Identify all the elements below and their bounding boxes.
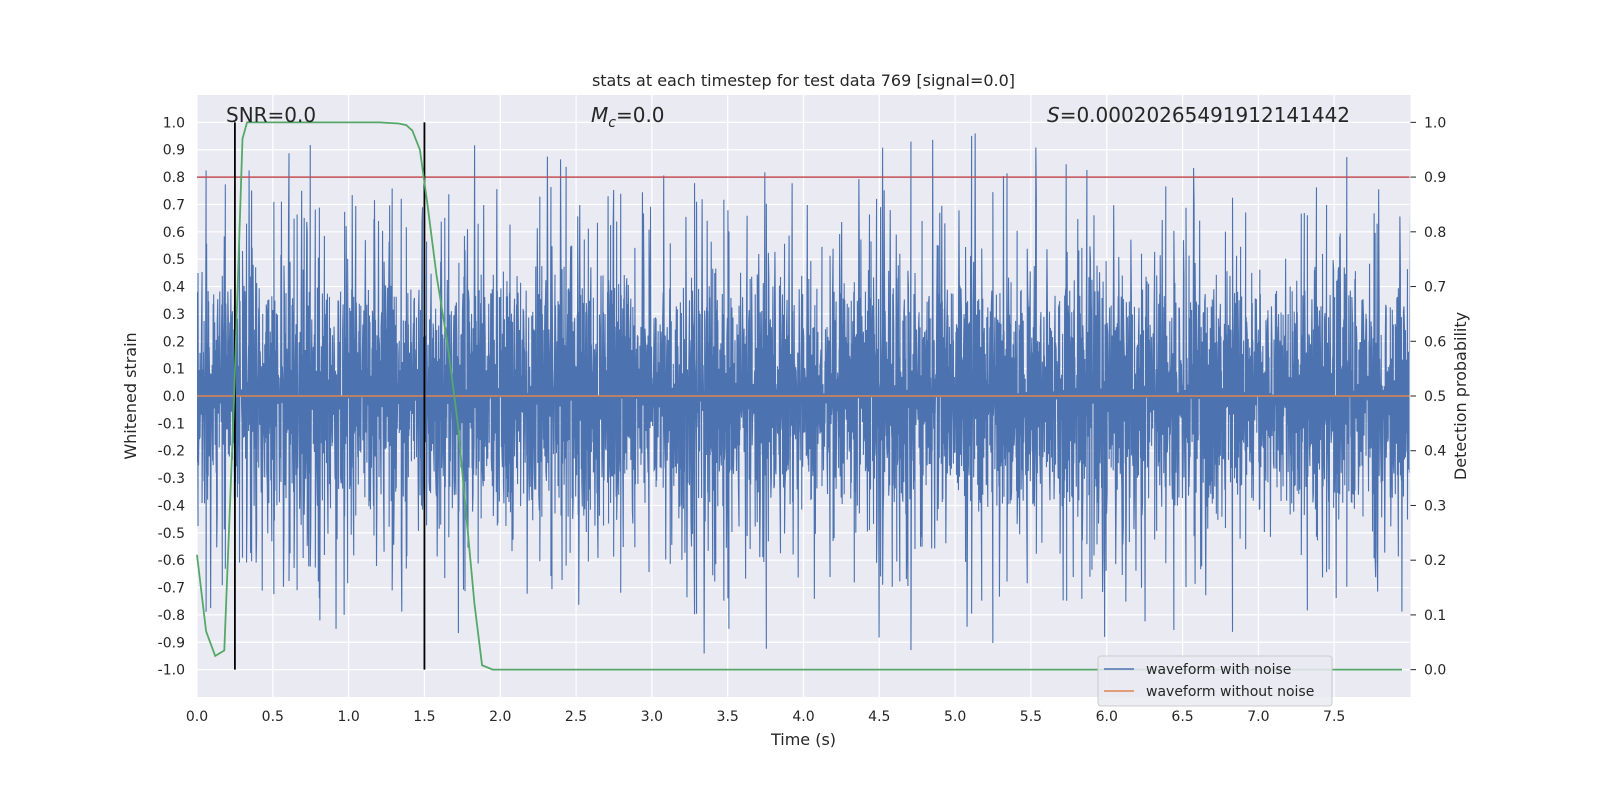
y-tick-label: -1.0 — [158, 663, 185, 679]
y-tick-label: 0.3 — [163, 307, 185, 323]
y-tick-label: 1.0 — [163, 115, 185, 131]
chirp-mass-symbol: M — [591, 103, 608, 127]
y-tick-label: -0.1 — [158, 416, 185, 432]
x-tick-label: 7.5 — [1323, 709, 1345, 725]
legend: waveform with noise waveform without noi… — [1097, 655, 1333, 707]
x-tick-label: 4.5 — [868, 709, 890, 725]
x-tick-label: 3.0 — [641, 709, 663, 725]
x-tick-label: 1.0 — [337, 709, 359, 725]
y-tick-label: -0.7 — [158, 581, 185, 597]
x-tick-label: 5.5 — [1020, 709, 1042, 725]
y2-tick-label: 0.8 — [1424, 225, 1446, 241]
y2-tick-label: 0.3 — [1424, 498, 1446, 514]
y-tick-label: 0.6 — [163, 225, 185, 241]
x-tick-label: 2.0 — [489, 709, 511, 725]
y2-tick-label: 0.2 — [1424, 553, 1446, 569]
y2-tick-label: 0.1 — [1424, 608, 1446, 624]
series-waveform-with-noise — [197, 133, 1410, 654]
y2-tick-label: 0.7 — [1424, 280, 1446, 296]
legend-label-noise: waveform with noise — [1146, 662, 1291, 678]
score-value: =0.00020265491912141442 — [1060, 103, 1350, 127]
x-tick-label: 0.0 — [186, 709, 208, 725]
y-tick-label: 0.1 — [163, 362, 185, 378]
chirp-mass-subscript: c — [608, 115, 616, 131]
x-tick-label: 6.5 — [1171, 709, 1193, 725]
y-tick-label: 0.7 — [163, 197, 185, 213]
y2-tick-label: 0.9 — [1424, 170, 1446, 186]
y2-tick-label: 0.0 — [1424, 663, 1446, 679]
y2-tick-label: 0.5 — [1424, 389, 1446, 405]
y-tick-label: 0.5 — [163, 252, 185, 268]
y-tick-label: 0.2 — [163, 334, 185, 350]
x-tick-label: 4.0 — [792, 709, 814, 725]
x-tick-label: 1.5 — [413, 709, 435, 725]
y-tick-label: -0.3 — [158, 471, 185, 487]
chirp-mass-annotation: Mc=0.0 — [591, 103, 665, 131]
y-tick-label: 0.4 — [163, 280, 185, 296]
y-tick-label: 0.9 — [163, 143, 185, 159]
noise-waveform — [197, 133, 1410, 654]
x-tick-label: 3.5 — [717, 709, 739, 725]
y-tick-label: -0.4 — [158, 498, 185, 514]
chart-title: stats at each timestep for test data 769… — [592, 71, 1015, 90]
y-tick-label: -0.9 — [158, 635, 185, 651]
x-tick-label: 6.0 — [1096, 709, 1118, 725]
x-tick-label: 0.5 — [262, 709, 284, 725]
x-tick-label: 7.0 — [1247, 709, 1269, 725]
series-detection-probability — [196, 121, 1402, 671]
y2-tick-label: 1.0 — [1424, 115, 1446, 131]
legend-box — [1097, 655, 1333, 707]
y-tick-label: -0.2 — [158, 444, 185, 460]
y2-tick-label: 0.4 — [1424, 444, 1446, 460]
y-tick-label: -0.8 — [158, 608, 185, 624]
y-tick-label: -0.6 — [158, 553, 185, 569]
y-tick-label: -0.5 — [158, 526, 185, 542]
y-axis-label: Whitened strain — [121, 332, 140, 459]
y-tick-label: 0.0 — [163, 389, 185, 405]
x-tick-label: 2.5 — [565, 709, 587, 725]
y2-axis-label: Detection probability — [1451, 312, 1470, 480]
score-symbol: S — [1047, 103, 1060, 127]
score-annotation: S=0.00020265491912141442 — [1047, 103, 1350, 127]
y-tick-label: 0.8 — [163, 170, 185, 186]
snr-annotation: SNR=0.0 — [226, 103, 316, 127]
chirp-mass-value: =0.0 — [616, 103, 665, 127]
legend-label-clean: waveform without noise — [1146, 684, 1314, 700]
y2-tick-label: 0.6 — [1424, 334, 1446, 350]
x-tick-label: 5.0 — [944, 709, 966, 725]
x-axis-label: Time (s) — [770, 730, 836, 749]
